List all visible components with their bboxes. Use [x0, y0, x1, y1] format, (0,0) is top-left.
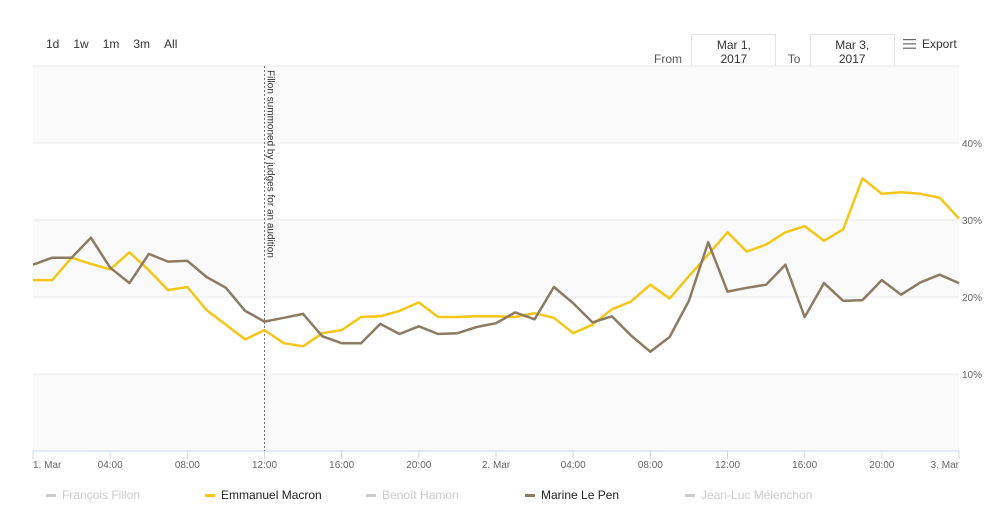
- range-1d-button[interactable]: 1d: [46, 37, 60, 51]
- series-line-marine-le-pen: [32, 236, 960, 353]
- y-tick-label: 30%: [962, 216, 982, 227]
- legend-item[interactable]: Benoît Hamon: [366, 488, 459, 502]
- x-tick-label: 3. Mar: [931, 460, 960, 471]
- plot-band: [33, 374, 959, 451]
- series-line-emmanuel-macron: [33, 177, 960, 348]
- legend-swatch: [366, 493, 376, 497]
- x-tick-label: 08:00: [175, 460, 200, 471]
- gridlines: [33, 65, 959, 375]
- menu-icon: [903, 39, 916, 49]
- x-tick-label: 16:00: [329, 460, 354, 471]
- x-tick-label: 04:00: [98, 460, 123, 471]
- range-all-button[interactable]: All: [164, 37, 178, 51]
- annotation-label: Fillon summoned by judges for an auditio…: [265, 70, 276, 258]
- x-tick-label: 1. Mar: [33, 460, 62, 471]
- x-tick-label: 2. Mar: [482, 460, 511, 471]
- legend-label: Benoît Hamon: [382, 488, 459, 502]
- y-axis: 10% 20% 30% 40%: [962, 139, 982, 381]
- y-tick-label: 10%: [962, 370, 982, 381]
- plot-band: [33, 66, 959, 143]
- plot-bands: [33, 66, 959, 451]
- series-lines: [32, 177, 960, 353]
- range-selector: 1d 1w 1m 3m All: [46, 37, 191, 51]
- legend-label: François Fillon: [62, 488, 141, 502]
- legend-label: Emmanuel Macron: [221, 488, 322, 502]
- range-3m-button[interactable]: 3m: [133, 37, 151, 51]
- y-tick-label: 20%: [962, 293, 982, 304]
- x-tick-label: 04:00: [561, 460, 586, 471]
- legend-swatch: [525, 493, 535, 497]
- legend-item[interactable]: Emmanuel Macron: [205, 488, 322, 502]
- legend-swatch: [205, 493, 215, 497]
- export-button[interactable]: Export: [903, 37, 957, 51]
- range-1m-button[interactable]: 1m: [102, 37, 120, 51]
- range-1w-button[interactable]: 1w: [73, 37, 89, 51]
- x-axis: 1. Mar 04:00 08:00 12:00 16:00 20:00 2. Mar 04:…: [32, 450, 960, 471]
- annotation: Fillon summoned by judges for an auditio…: [264, 66, 276, 451]
- x-tick-label: 16:00: [792, 460, 817, 471]
- to-label: To: [787, 52, 801, 66]
- x-tick-label: 20:00: [869, 460, 894, 471]
- legend-swatch: [685, 493, 695, 497]
- legend-swatch: [46, 493, 56, 497]
- plot-band: [33, 220, 959, 297]
- from-label: From: [654, 52, 682, 66]
- legend-label: Marine Le Pen: [541, 488, 620, 502]
- x-tick-label: 12:00: [715, 460, 740, 471]
- legend-item[interactable]: Jean-Luc Mélenchon: [685, 488, 812, 502]
- x-tick-label: 08:00: [638, 460, 663, 471]
- legend-item[interactable]: Marine Le Pen: [525, 488, 619, 502]
- x-tick-label: 12:00: [252, 460, 277, 471]
- legend: François Fillon Emmanuel Macron Benoît Ham…: [0, 488, 1000, 504]
- legend-item[interactable]: François Fillon: [46, 488, 140, 502]
- legend-label: Jean-Luc Mélenchon: [701, 488, 813, 502]
- x-tick-label: 20:00: [406, 460, 431, 471]
- export-label: Export: [922, 37, 957, 51]
- line-chart: 10% 20% 30% 40% 1. Mar 04:00 08:00 12:00 16:00 2…: [32, 65, 982, 471]
- y-tick-label: 40%: [962, 139, 982, 150]
